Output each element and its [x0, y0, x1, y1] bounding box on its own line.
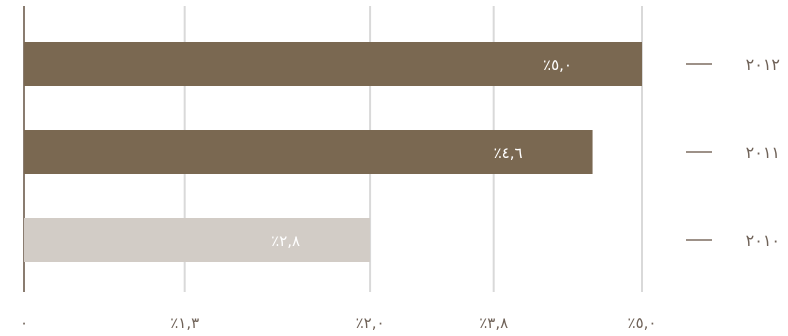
bar-value-label: ٪٥,٠ — [543, 56, 572, 74]
bar-value-label: ٪٤,٦ — [494, 144, 523, 162]
category-label: ٢٠١٢ — [746, 55, 780, 74]
bar — [24, 218, 371, 262]
x-tick-label: ٠ — [20, 314, 28, 332]
x-tick-label: ٪٣,٨ — [479, 314, 508, 332]
bar — [24, 42, 642, 86]
category-label: ٢٠١٠ — [746, 231, 780, 250]
x-tick-label: ٪٢,٠ — [356, 314, 385, 332]
x-tick-label: ٪١,٣ — [170, 314, 199, 332]
x-tick-label: ٪٥,٠ — [628, 314, 657, 332]
category-label: ٢٠١١ — [746, 143, 780, 162]
bar — [24, 130, 593, 174]
bar-value-label: ٪٢,٨ — [271, 232, 300, 250]
